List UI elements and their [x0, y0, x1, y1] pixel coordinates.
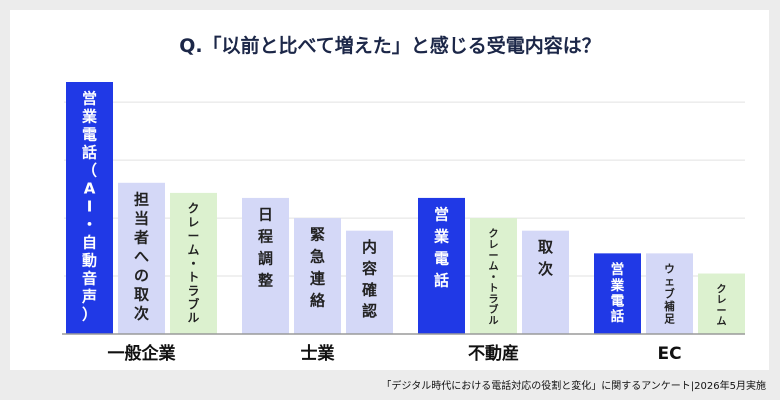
bar-label: 緊急連絡 [310, 226, 326, 310]
bar [170, 192, 217, 334]
bars: 営業電話（ A I ・自動音声） 担当者への取次 クレーム・トラブル 日程調整 緊急連絡 内容確… [66, 82, 745, 334]
chart-panel: Q.「以前と比べて増えた」と感じる受電内容は？ 営業電話（ A I ・自動音声） 担当者… [10, 10, 769, 370]
bar-label: 取次 [538, 238, 554, 278]
bar-label: 営業電話 [433, 205, 450, 289]
bar-label: 営業電話（ A I ・自動音声） [81, 90, 98, 324]
category-label: 士業 [301, 343, 335, 364]
bar-label: 担当者への取次 [134, 190, 150, 322]
chart-title: Q.「以前と比べて増えた」と感じる受電内容は？ [179, 34, 601, 57]
bar [294, 218, 341, 334]
bar-label: クレーム [717, 284, 727, 328]
category-label: EC [657, 344, 681, 364]
gridlines [64, 101, 745, 277]
x-axis: 一般企業 士業 不動産 EC [62, 333, 745, 364]
bar-label: 日程調整 [258, 205, 273, 289]
bar [118, 182, 165, 334]
bar-label: ウェブ補足 [663, 264, 675, 326]
bar [418, 197, 465, 334]
source-note: 「デジタル時代における電話対応の役割と変化」に関するアンケート|2026年5月実… [381, 381, 766, 392]
category-label: 不動産 [468, 343, 519, 364]
bar-label: 営業電話 [610, 261, 625, 325]
bar-label: クレーム・トラブル [188, 202, 200, 325]
bar [646, 253, 693, 334]
bar [698, 273, 745, 334]
category-label: 一般企業 [108, 343, 176, 364]
bar [470, 218, 517, 334]
bar-label: クレーム・トラブル [489, 228, 499, 327]
bar-label: 内容確認 [361, 238, 377, 320]
bar [242, 197, 289, 334]
bar [66, 82, 113, 334]
bar [346, 230, 393, 334]
bar-chart: Q.「以前と比べて増えた」と感じる受電内容は？ 営業電話（ A I ・自動音声） 担当者… [62, 34, 745, 364]
bar [522, 230, 569, 334]
bar [594, 253, 641, 334]
